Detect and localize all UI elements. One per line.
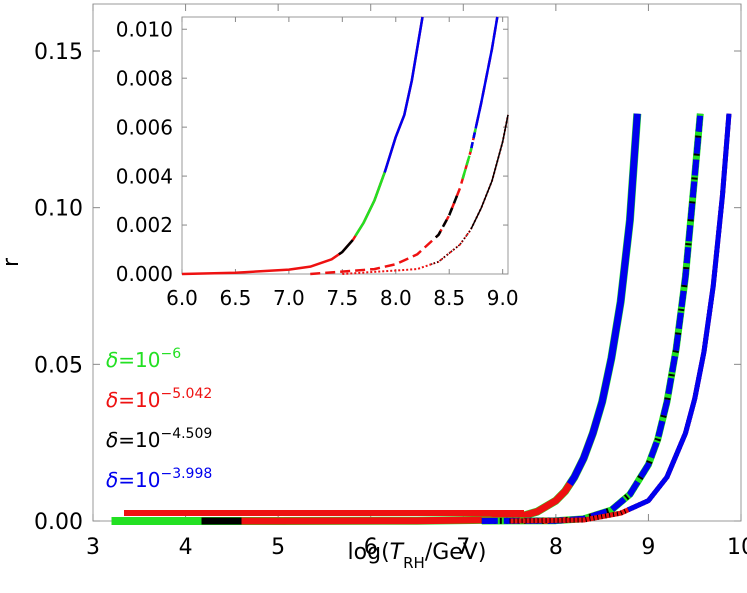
main-baseline: [124, 510, 524, 516]
main-series-1-red: [111, 113, 641, 525]
inset-frame: [181, 16, 509, 275]
x-tick-label: 9: [641, 535, 655, 560]
x-tick-label: 4: [179, 535, 193, 560]
x-tick-label: 5: [271, 535, 285, 560]
x-tick-label: 9.0: [487, 286, 519, 310]
x-tick-label: 6.5: [220, 286, 252, 310]
x-tick-label: 7.0: [273, 286, 305, 310]
x-tick-label: 8: [549, 535, 563, 560]
inset-series-2-red: [310, 16, 499, 276]
y-tick-label: 0.05: [34, 353, 83, 378]
inset-series-1-green: [181, 16, 424, 276]
y-tick-label: 0.000: [116, 262, 173, 286]
inset-series-2-black: [310, 16, 499, 276]
inset-series-2-blue: [310, 16, 499, 276]
inset-series-3-black: [342, 114, 509, 275]
x-tick-label: 3: [86, 535, 100, 560]
legend-item: δ=10−4.509: [106, 426, 212, 452]
y-tick-label: 0.008: [116, 66, 173, 90]
y-tick-label: 0.10: [34, 197, 83, 222]
x-tick-label: 6.0: [166, 286, 198, 310]
legend: δ=10−6 δ=10−5.042 δ=10−4.509 δ=10−3.998: [106, 346, 212, 492]
x-tick-label: 6: [364, 535, 378, 560]
inset-series-1-blue: [181, 16, 424, 276]
y-tick-label: 0.004: [116, 164, 173, 188]
x-axis-label: log(TRH/GeV): [348, 540, 487, 572]
legend-item: δ=10−3.998: [106, 466, 212, 492]
inset-plot: 6.0 6.5 7.0 7.5 8.0 8.5 9.0 0.000 0.002 0.004 0.00…: [116, 16, 519, 310]
y-tick-label: 0.15: [34, 40, 83, 65]
legend-item: δ=10−5.042: [106, 386, 212, 412]
y-tick-label: 0.002: [116, 213, 173, 237]
main-series-1-blue: [111, 113, 641, 525]
x-tick-label: 8.5: [433, 286, 465, 310]
y-tick-label: 0.00: [34, 510, 83, 535]
main-series-3-blue: [509, 113, 732, 524]
x-tick-label: 8.0: [380, 286, 412, 310]
y-tick-label: 0.010: [116, 17, 173, 41]
x-tick-label: 7: [456, 535, 470, 560]
legend-item: δ=10−6: [106, 346, 181, 372]
x-tick-label: 7.5: [326, 286, 358, 310]
y-tick-label: 0.006: [116, 115, 173, 139]
y-axis-label: r: [0, 257, 24, 267]
x-tick-label: 10: [727, 535, 747, 560]
